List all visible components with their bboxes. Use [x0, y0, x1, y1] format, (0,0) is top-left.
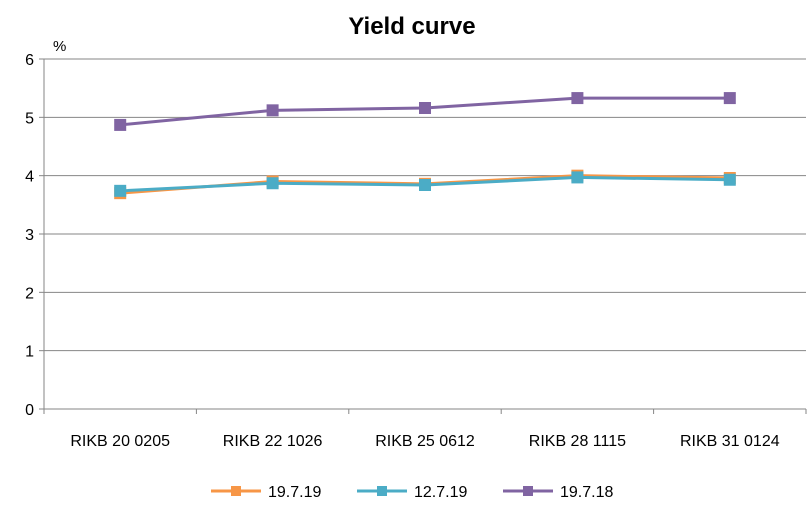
x-tick-label: RIKB 28 1115 — [529, 433, 626, 450]
y-tick-label: 4 — [25, 169, 34, 186]
x-tick-label: RIKB 31 0124 — [680, 433, 780, 450]
gridlines — [44, 58, 806, 352]
legend-label: 12.7.19 — [414, 484, 467, 501]
series-lines — [114, 92, 736, 200]
data-point-marker — [266, 177, 279, 190]
x-tick-label: RIKB 20 0205 — [70, 433, 170, 450]
legend-label: 19.7.19 — [268, 484, 321, 501]
data-point-marker — [419, 102, 431, 114]
legend-swatch-marker — [231, 486, 241, 496]
x-tick-label: RIKB 22 1026 — [223, 433, 323, 450]
data-point-marker — [266, 104, 279, 117]
x-tick-label: RIKB 25 0612 — [375, 433, 475, 450]
y-tick-label: 3 — [25, 227, 34, 244]
y-tick-label: 2 — [25, 285, 34, 302]
data-point-marker — [114, 184, 127, 197]
data-point-marker — [571, 171, 584, 184]
y-tick-label: 1 — [25, 344, 34, 361]
data-point-marker — [419, 179, 431, 191]
y-axis-unit-label: % — [53, 38, 66, 55]
data-point-marker — [723, 173, 736, 186]
y-tick-label: 6 — [25, 52, 34, 69]
legend-label: 19.7.18 — [560, 484, 613, 501]
legend: 19.7.19 12.7.19 19.7.18 — [211, 484, 613, 501]
chart-title: Yield curve — [348, 13, 475, 40]
data-point-marker — [723, 92, 736, 105]
y-tick-label: 0 — [25, 402, 34, 419]
y-tick-label: 5 — [25, 110, 34, 127]
data-point-marker — [571, 92, 584, 105]
legend-swatch-marker — [377, 486, 387, 496]
data-point-marker — [114, 118, 127, 131]
axes: 0 1 2 3 4 5 6 RIKB 20 0205 RIKB 22 1026 RIKB 25 0… — [25, 52, 807, 450]
legend-swatch-marker — [523, 486, 533, 496]
